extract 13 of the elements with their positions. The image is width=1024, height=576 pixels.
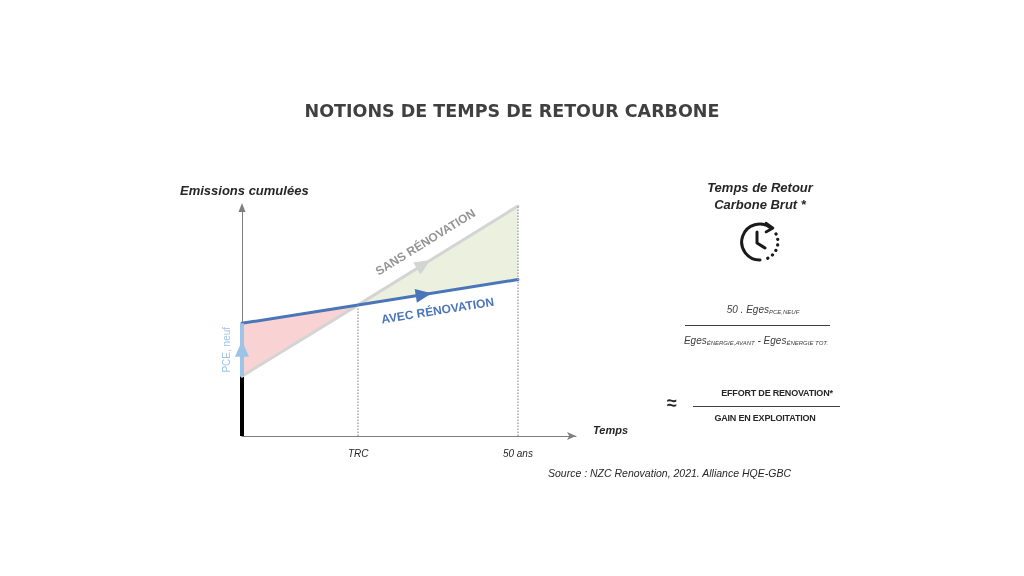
x-axis-title: Temps (593, 424, 629, 436)
text: 50 . Eges$_{PCE,NEUF}$ (725, 304, 801, 315)
text: EFFORT DE RENOVATION* (720, 388, 834, 398)
source-note: Source : NZC Renovation, 2021. Alliance HQE-GBC (548, 467, 792, 479)
text: Temps de Retour Carbone Brut * (706, 179, 815, 213)
text: GAIN EN EXPLOITATION (713, 413, 817, 423)
text: ≈ (667, 393, 677, 413)
text: PCE, neuf (220, 326, 232, 373)
chart-title: NOTIONS DE TEMPS DE RETOUR CARBONE (304, 101, 720, 121)
x-tick-label: TRC (347, 447, 370, 459)
y-axis-title: Emissions cumulées (180, 182, 309, 198)
text: Eges$_{ÉNERGIE,AVANT}$ - Eges$_{ÉNERGIE TOT.}$ (682, 335, 830, 346)
x-tick-label: 50 ans (502, 447, 533, 459)
